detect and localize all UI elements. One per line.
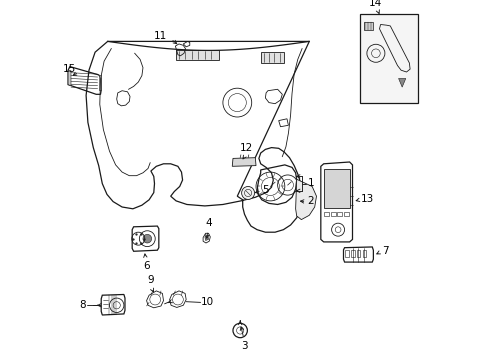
Text: 8: 8 [80, 300, 86, 310]
Bar [323, 169, 349, 208]
Text: 3: 3 [241, 341, 247, 351]
Bar [356, 250, 360, 257]
Text: 7: 7 [381, 246, 388, 256]
Polygon shape [99, 75, 101, 90]
Polygon shape [260, 52, 284, 63]
Polygon shape [398, 78, 405, 87]
Polygon shape [68, 70, 71, 86]
Bar [350, 250, 354, 257]
Text: 12: 12 [239, 143, 252, 153]
Text: 2: 2 [307, 196, 313, 206]
Text: 6: 6 [143, 261, 150, 271]
Bar [330, 212, 335, 216]
Text: 4: 4 [205, 217, 212, 228]
Bar [362, 250, 366, 257]
Bar [363, 22, 372, 30]
Text: 11: 11 [154, 31, 167, 41]
Polygon shape [295, 179, 316, 220]
Polygon shape [176, 50, 219, 60]
Text: 1: 1 [307, 178, 313, 188]
Text: 14: 14 [368, 0, 382, 8]
Text: 13: 13 [361, 194, 374, 204]
Text: 15: 15 [62, 64, 76, 74]
Bar [343, 212, 348, 216]
Circle shape [142, 234, 151, 243]
Text: 5: 5 [262, 185, 268, 195]
Bar [345, 250, 348, 257]
Bar [359, 14, 417, 103]
Polygon shape [204, 235, 208, 240]
Circle shape [241, 186, 254, 199]
Polygon shape [232, 158, 256, 166]
Bar [337, 212, 342, 216]
Text: 10: 10 [201, 297, 214, 307]
Bar [324, 212, 328, 216]
Text: 9: 9 [147, 275, 154, 285]
